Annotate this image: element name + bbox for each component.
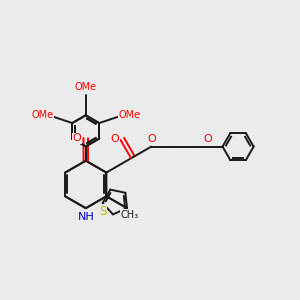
Text: O: O [147,134,156,144]
Text: OMe: OMe [75,82,97,92]
Text: NH: NH [77,212,94,222]
Text: S: S [99,205,106,218]
Text: O: O [72,133,81,143]
Text: O: O [110,134,119,144]
Text: OMe: OMe [31,110,53,120]
Text: O: O [204,134,213,144]
Text: CH₃: CH₃ [120,210,138,220]
Text: OMe: OMe [118,110,140,120]
